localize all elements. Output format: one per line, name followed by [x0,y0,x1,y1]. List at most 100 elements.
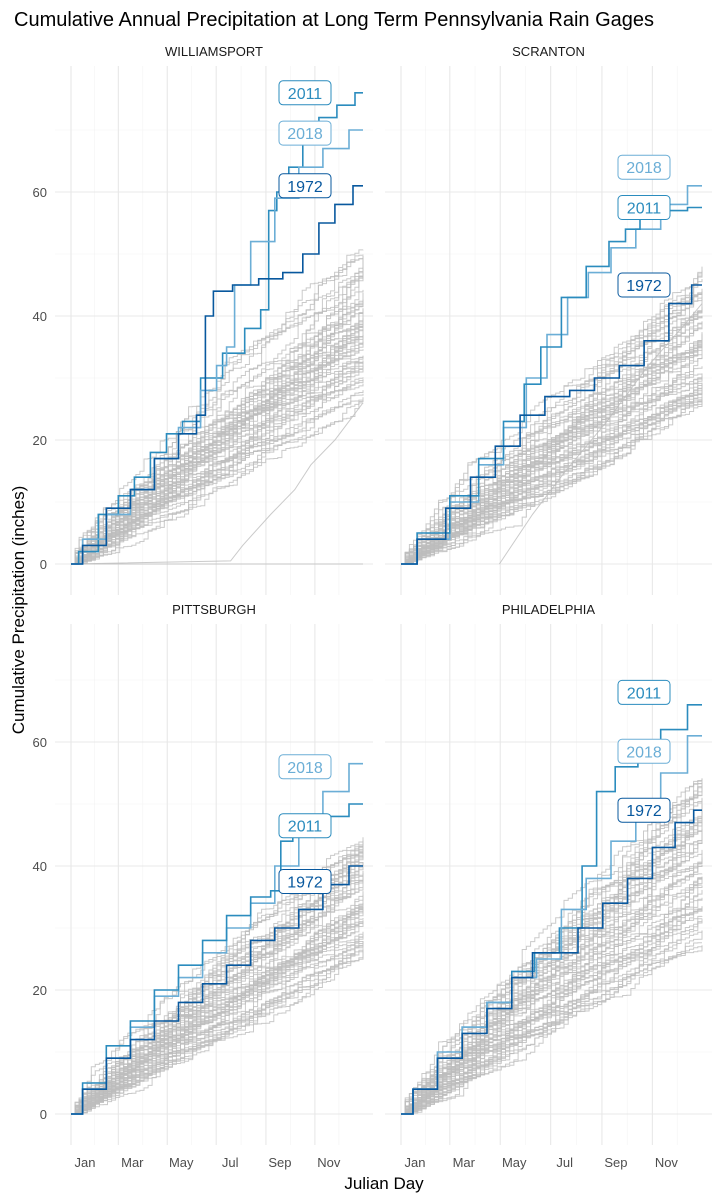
x-axis-title: Julian Day [344,1174,424,1193]
series-line-background [71,306,364,565]
x-tick-label: Sep [604,1155,627,1170]
series-label-box [617,679,671,705]
facet-strip-label: WILLIAMSPORT [165,44,263,59]
series-label-2011: 2011 [278,813,332,839]
series-label-text: 2011 [627,685,662,702]
series-label-box [278,173,332,199]
y-tick-label: 60 [33,185,47,200]
series-label-2011: 2011 [617,679,671,705]
facet-strip-label: PHILADELPHIA [502,602,596,617]
series-line-2018 [71,129,363,565]
series-line-background [401,398,703,565]
y-tick-label: 20 [33,433,47,448]
series-label-box [617,154,671,180]
x-tick-label: Jul [222,1155,239,1170]
series-label-2018: 2018 [617,738,671,764]
series-line-background [401,299,703,565]
y-tick-label: 40 [33,309,47,324]
series-label-2011: 2011 [278,80,332,106]
y-axis-title: Cumulative Precipitation (inches) [9,486,28,735]
series-line-background [71,850,364,1115]
series-line-background [71,950,364,1115]
series-label-1972: 1972 [617,272,671,298]
series-label-2018: 2018 [278,754,332,780]
series-label-text: 1972 [287,179,323,196]
x-tick-label: Sep [268,1155,291,1170]
series-line-1972 [71,185,363,565]
x-tick-label: May [502,1155,527,1170]
series-line-background [401,946,703,1115]
series-label-text: 2018 [626,160,662,177]
x-tick-label: Jul [556,1155,573,1170]
series-label-text: 2018 [287,760,323,777]
series-label-text: 2018 [626,744,662,761]
series-line-background [401,876,703,1115]
series-label-2018: 2018 [617,154,671,180]
series-label-text: 2011 [288,86,323,103]
x-tick-label: Nov [317,1155,341,1170]
y-tick-label: 40 [33,859,47,874]
series-line-background [498,303,703,565]
series-line-background [401,401,703,565]
series-line-1972 [401,809,702,1115]
panel-williamsport: WILLIAMSPORT 0 20 40 60 2011 2018 1972 [33,44,373,595]
series-line-background [71,380,364,565]
y-tick-label: 20 [33,983,47,998]
series-label-text: 1972 [626,278,662,295]
series-label-box [617,738,671,764]
series-line-2018 [401,185,702,565]
series-label-text: 2018 [287,126,323,143]
series-line-background [71,320,364,565]
series-line-background [401,878,703,1115]
y-tick-label: 60 [33,735,47,750]
series-line-background [401,341,703,565]
x-tick-label: Mar [453,1155,476,1170]
series-label-text: 2011 [288,819,323,836]
series-line-background [401,389,703,565]
series-line-background [401,274,703,565]
x-tick-label: Jan [405,1155,426,1170]
series-line-background [71,361,364,565]
y-tick-label: 0 [40,1107,47,1122]
series-line-background [71,324,364,565]
panel-pittsburgh: PITTSBURGH 0 20 40 60 Jan Mar May Jul Sep Nov 2018 2… [33,602,373,1170]
series-line-2011 [71,92,363,565]
series-label-text: 2011 [627,201,662,218]
series-line-background [401,377,703,565]
series-label-box [617,797,671,823]
facet-strip-label: PITTSBURGH [172,602,256,617]
series-label-box [278,869,332,894]
x-tick-label: Mar [121,1155,144,1170]
series-label-text: 1972 [287,875,323,892]
series-label-box [278,754,332,780]
series-line-background [401,921,703,1115]
y-tick-label: 0 [40,557,47,572]
x-tick-label: Nov [655,1155,679,1170]
series-line-1972 [401,284,702,565]
series-label-box [278,813,332,839]
series-label-2018: 2018 [278,120,332,146]
series-line-background [71,355,364,565]
panel-scranton: SCRANTON 2018 2011 1972 [385,44,712,595]
series-line-background [401,375,703,565]
series-line-background [401,942,702,1115]
panel-philadelphia: PHILADELPHIA Jan Mar May Jul Sep Nov 2011 2018 19… [385,602,712,1170]
series-label-1972: 1972 [278,869,332,894]
series-line-background [71,362,364,565]
series-label-box [617,272,671,298]
series-label-box [278,120,332,146]
series-line-background [401,797,703,1115]
series-line-background [71,330,364,565]
facet-panels: WILLIAMSPORT 0 20 40 60 2011 2018 1972 SCRANTON 2… [33,44,712,1170]
x-tick-label: May [169,1155,194,1170]
series-line-background [70,402,364,565]
series-line-background [71,255,364,565]
series-label-text: 1972 [626,803,662,820]
x-tick-label: Jan [75,1155,96,1170]
series-line-1972 [71,865,363,1115]
facet-strip-label: SCRANTON [512,44,585,59]
series-label-box [617,195,671,220]
series-label-2011: 2011 [617,195,671,220]
series-line-background [71,357,364,565]
